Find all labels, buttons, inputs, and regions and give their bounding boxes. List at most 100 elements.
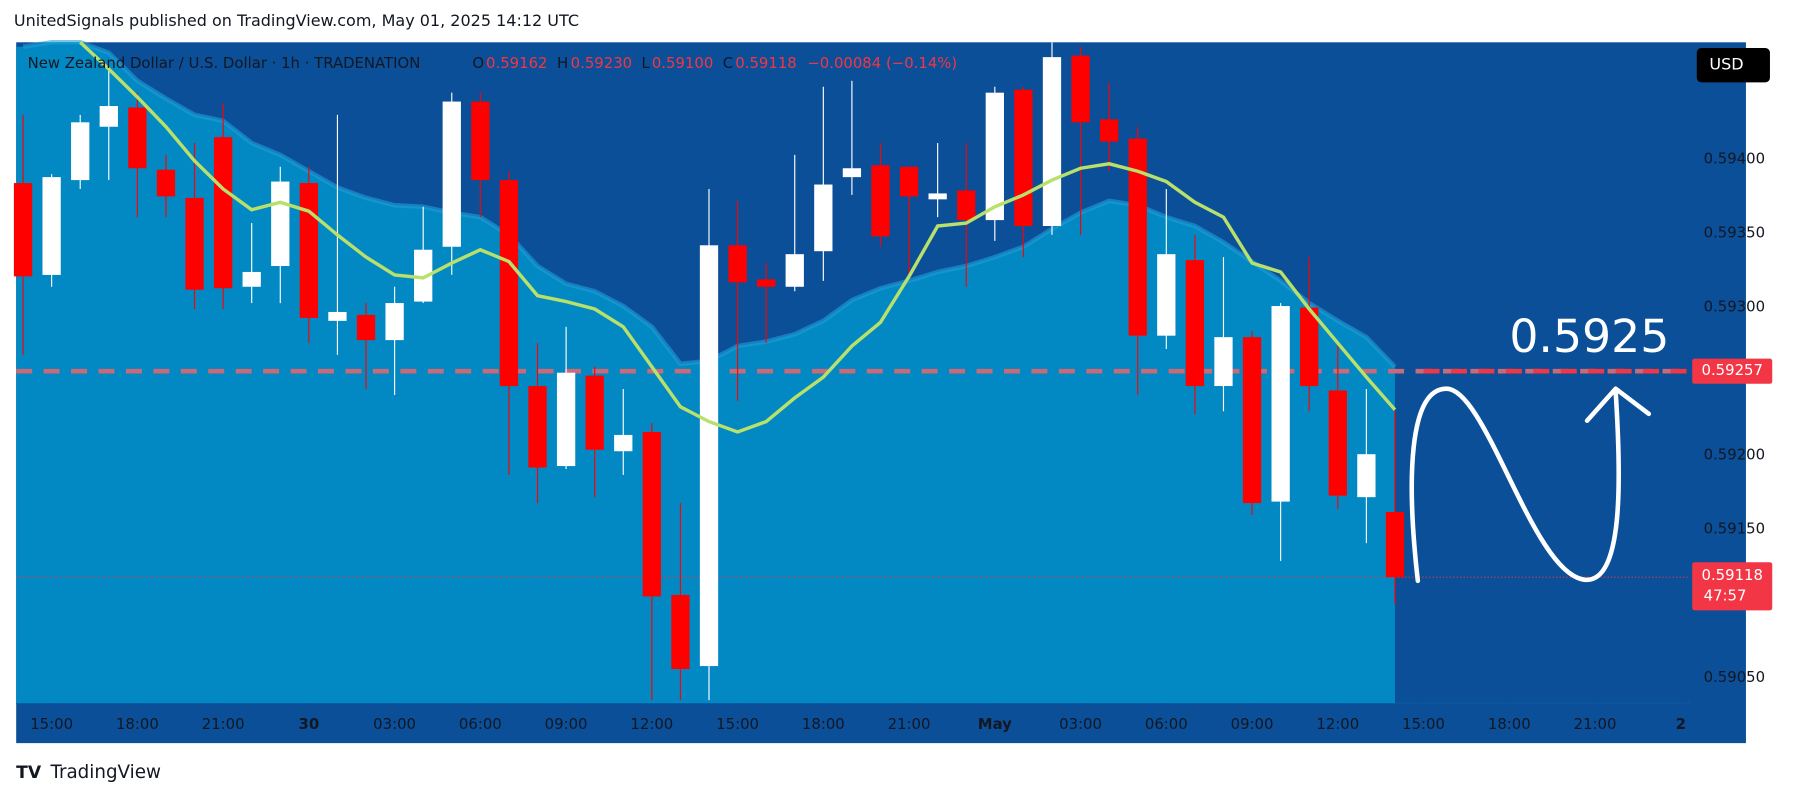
x-tick-label: 09:00 bbox=[545, 715, 588, 733]
x-tick-label: 06:00 bbox=[1145, 715, 1188, 733]
publish-header: UnitedSignals published on TradingView.c… bbox=[14, 11, 579, 30]
countdown-label: 47:57 bbox=[1704, 587, 1747, 605]
x-tick-label: 18:00 bbox=[802, 715, 845, 733]
candle-body bbox=[1128, 138, 1147, 336]
candle-body bbox=[985, 92, 1004, 221]
candle-body bbox=[1042, 57, 1062, 227]
candle-body bbox=[614, 434, 633, 452]
candle-body bbox=[528, 386, 547, 468]
candle-body bbox=[871, 165, 890, 237]
x-tick-label: 09:00 bbox=[1231, 715, 1274, 733]
brand-logo: TV bbox=[16, 763, 42, 783]
candle-body bbox=[556, 372, 576, 467]
y-tick-label: 0.59350 bbox=[1704, 223, 1765, 241]
legend: New Zealand Dollar / U.S. Dollar · 1h · … bbox=[28, 54, 958, 72]
candle-body bbox=[442, 101, 461, 247]
candle-body bbox=[1271, 306, 1290, 502]
legend-l: L bbox=[642, 54, 651, 72]
candle-body bbox=[99, 106, 118, 127]
x-tick-label: 03:00 bbox=[1059, 715, 1102, 733]
legend-l-value: 0.59100 bbox=[652, 54, 713, 72]
candle-body bbox=[728, 245, 747, 283]
annotation: 0.5925 bbox=[1509, 310, 1669, 363]
x-tick-label: 12:00 bbox=[1316, 715, 1359, 733]
candle-body bbox=[1071, 55, 1090, 123]
candle-body bbox=[156, 169, 176, 197]
candle-body bbox=[1300, 307, 1319, 387]
candle-body bbox=[1242, 337, 1262, 504]
candle-body bbox=[699, 245, 719, 667]
legend-c-value: 0.59118 bbox=[735, 54, 796, 72]
x-tick-label: 15:00 bbox=[30, 715, 73, 733]
candle-body bbox=[499, 180, 519, 387]
candle-body bbox=[671, 594, 690, 670]
x-tick-label: 18:00 bbox=[1488, 715, 1531, 733]
candle-body bbox=[1328, 390, 1347, 496]
x-tick-label: 30 bbox=[299, 715, 320, 733]
legend-change: −0.00084 (−0.14%) bbox=[807, 54, 957, 72]
legend-h-value: 0.59230 bbox=[571, 54, 632, 72]
legend-o: O bbox=[472, 54, 484, 72]
drawn-arrowhead bbox=[1584, 386, 1652, 424]
candle-body bbox=[1157, 254, 1176, 336]
y-tick-label: 0.59400 bbox=[1704, 149, 1765, 167]
y-tick-label: 0.59050 bbox=[1704, 668, 1765, 686]
drawn-curve bbox=[1409, 386, 1622, 584]
y-tick-label: 0.59150 bbox=[1704, 520, 1765, 538]
candle-body bbox=[1385, 511, 1405, 578]
legend-o-value: 0.59162 bbox=[486, 54, 547, 72]
currency-label[interactable]: USD bbox=[1709, 55, 1743, 74]
brand-name: TradingView bbox=[49, 762, 161, 783]
candle-body bbox=[1185, 260, 1205, 387]
candle-body bbox=[785, 254, 804, 287]
level-label-box bbox=[1692, 358, 1773, 384]
candle-body bbox=[1214, 337, 1233, 387]
candle-body bbox=[13, 183, 33, 277]
currency-button[interactable] bbox=[1696, 48, 1770, 83]
legend-c: C bbox=[723, 54, 733, 72]
candle-body bbox=[128, 107, 147, 169]
x-tick-label: 12:00 bbox=[630, 715, 673, 733]
candle-body bbox=[642, 431, 661, 597]
x-tick-label: 2 bbox=[1676, 715, 1686, 733]
candle-body bbox=[585, 375, 604, 450]
candle-body bbox=[271, 181, 290, 267]
x-tick-label: 21:00 bbox=[888, 715, 931, 733]
x-tick-label: May bbox=[978, 715, 1012, 733]
candle-body bbox=[1357, 454, 1376, 498]
level-label: 0.59257 bbox=[1702, 361, 1763, 379]
x-tick-label: 15:00 bbox=[1402, 715, 1445, 733]
candle-body bbox=[213, 137, 233, 289]
legend-h: H bbox=[557, 54, 568, 72]
plot-area bbox=[13, 40, 1695, 707]
candle-body bbox=[471, 101, 490, 181]
candle-body bbox=[814, 184, 833, 252]
symbol-name: New Zealand Dollar / U.S. Dollar · 1h · … bbox=[28, 54, 421, 72]
candle-body bbox=[299, 183, 319, 318]
ema-line bbox=[79, 41, 1397, 434]
x-tick-label: 06:00 bbox=[459, 715, 502, 733]
candle-body bbox=[757, 279, 776, 287]
candle-body bbox=[328, 311, 347, 321]
x-tick-label: 21:00 bbox=[1574, 715, 1617, 733]
x-tick-label: 03:00 bbox=[373, 715, 416, 733]
x-tick-label: 21:00 bbox=[202, 715, 245, 733]
candle-body bbox=[899, 166, 919, 197]
x-tick-label: 18:00 bbox=[116, 715, 159, 733]
candle-body bbox=[414, 249, 433, 302]
candle-body bbox=[185, 197, 204, 290]
candle-body bbox=[42, 177, 61, 275]
last-price-box bbox=[1692, 562, 1773, 611]
candle-body bbox=[356, 314, 376, 341]
x-tick-label: 15:00 bbox=[716, 715, 759, 733]
candle-body bbox=[385, 303, 404, 341]
candle-body bbox=[1014, 89, 1033, 227]
candle-body bbox=[928, 193, 947, 200]
candle-body bbox=[1100, 119, 1119, 142]
candle-body bbox=[242, 271, 261, 287]
last-price-label: 0.59118 bbox=[1702, 566, 1763, 584]
candle-body bbox=[71, 122, 90, 181]
y-tick-label: 0.59200 bbox=[1704, 446, 1765, 464]
candle-body bbox=[842, 168, 862, 178]
